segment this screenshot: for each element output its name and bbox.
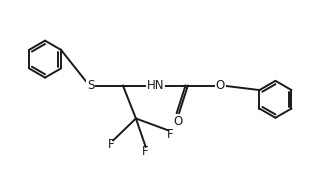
Text: F: F xyxy=(108,138,115,151)
Text: F: F xyxy=(142,145,149,158)
Text: S: S xyxy=(87,79,94,92)
Text: HN: HN xyxy=(146,79,164,92)
Text: O: O xyxy=(216,79,225,92)
Text: F: F xyxy=(167,128,173,141)
Text: O: O xyxy=(174,115,183,128)
